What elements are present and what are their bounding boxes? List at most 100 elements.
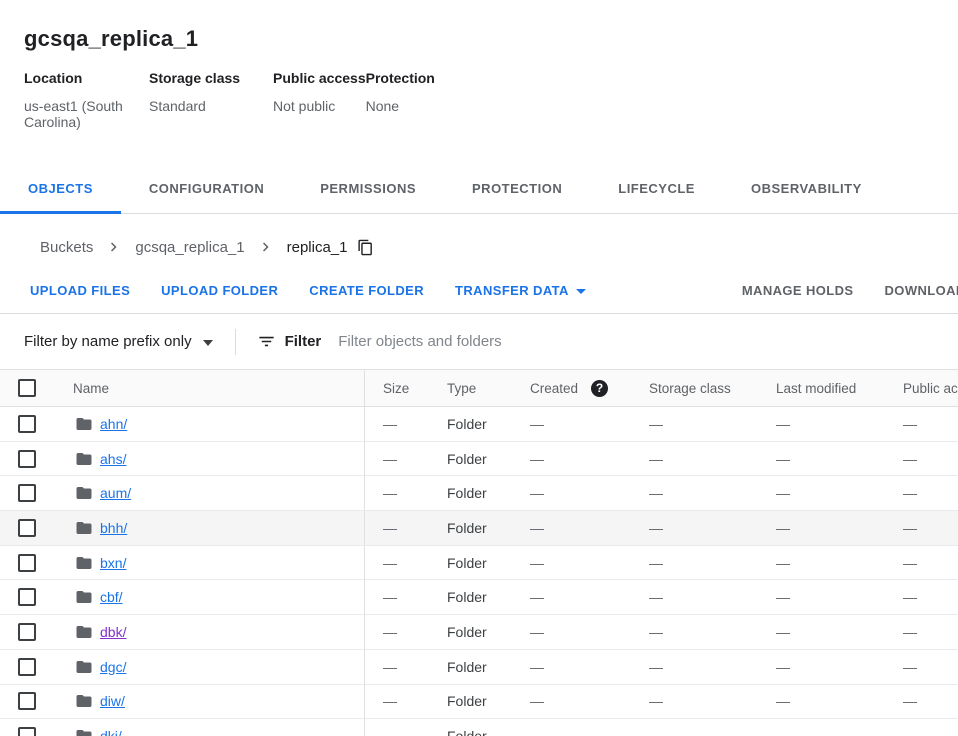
folder-link[interactable]: dbk/ [100, 623, 127, 640]
cell-storage-class: — [649, 415, 663, 432]
toolbar-button[interactable]: TRANSFER DATA [455, 283, 586, 298]
folder-link[interactable]: ahs/ [100, 450, 127, 467]
row-checkbox-cell [0, 685, 55, 719]
column-header-public-access[interactable]: Public access [903, 380, 958, 396]
row-name-cell: dki/ [55, 719, 364, 736]
row-checkbox[interactable] [18, 692, 36, 711]
breadcrumb-item: replica_1 [287, 239, 348, 256]
cell-type: Folder [447, 623, 487, 640]
row-checkbox-cell [0, 476, 55, 510]
row-checkbox[interactable] [18, 622, 36, 641]
cell-created: — [530, 693, 544, 710]
row-checkbox[interactable] [18, 727, 36, 736]
cell-created: — [530, 450, 544, 467]
folder-link[interactable]: bhh/ [100, 519, 128, 536]
toolbar-button[interactable]: CREATE FOLDER [309, 283, 424, 298]
folder-link[interactable]: ahn/ [100, 415, 128, 432]
cell-created: — [530, 415, 544, 432]
cell-type: Folder [447, 589, 487, 606]
toolbar-button-label: DOWNLOAD [884, 283, 958, 298]
row-name-cell: aum/ [55, 476, 364, 510]
row-checkbox[interactable] [18, 484, 36, 503]
tab[interactable]: CONFIGURATION [121, 166, 292, 214]
folder-icon [75, 588, 93, 606]
folder-link[interactable]: dki/ [100, 728, 122, 736]
cell-created: — [530, 658, 544, 675]
tab[interactable]: PERMISSIONS [292, 166, 444, 214]
meta-value: None [365, 98, 400, 114]
row-checkbox[interactable] [18, 518, 36, 537]
help-icon[interactable]: ? [591, 379, 609, 397]
tab[interactable]: PROTECTION [444, 166, 590, 214]
objects-toolbar: UPLOAD FILES UPLOAD FOLDER CREATE FOLDER… [0, 268, 958, 314]
cell-public-access: — [903, 719, 958, 736]
folder-link[interactable]: diw/ [100, 693, 125, 710]
breadcrumb-link[interactable]: Buckets [40, 238, 94, 256]
folder-link[interactable]: cbf/ [100, 589, 123, 606]
column-header-last-modified[interactable]: Last modified [776, 380, 857, 396]
folder-link[interactable]: aum/ [100, 485, 132, 502]
tab[interactable]: LIFECYCLE [590, 166, 723, 214]
filter-scope-dropdown[interactable]: Filter by name prefix only [24, 333, 213, 350]
select-all-checkbox[interactable] [18, 379, 36, 397]
row-checkbox[interactable] [18, 657, 36, 676]
cell-storage-class: — [649, 719, 776, 736]
column-header-created-label: Created [530, 380, 579, 396]
cell-last-modified: — [776, 519, 790, 536]
breadcrumb-link[interactable]: gcsqa_replica_1 [135, 238, 245, 256]
filter-label: Filter [284, 333, 322, 350]
folder-link[interactable]: dgc/ [100, 658, 127, 675]
toolbar-button[interactable]: DOWNLOAD [885, 283, 958, 298]
cell-storage-class: — [649, 519, 663, 536]
row-checkbox[interactable] [18, 553, 36, 572]
breadcrumb-link[interactable]: replica_1 [286, 238, 348, 256]
cell-last-modified: — [776, 450, 790, 467]
table-body: ahn/ — Folder — — — — [0, 407, 958, 736]
cell-storage-class: — [649, 450, 663, 467]
row-checkbox-cell [0, 546, 55, 580]
row-name-cell: bxn/ [55, 546, 364, 580]
chevron-right-icon [257, 238, 275, 256]
cell-last-modified: — [776, 693, 790, 710]
tab[interactable]: OBJECTS [0, 166, 121, 214]
tab-label: PROTECTION [472, 181, 563, 196]
column-header-created[interactable]: Created ? [530, 370, 649, 406]
cell-created: — [530, 589, 544, 606]
row-checkbox[interactable] [18, 588, 36, 607]
copy-icon[interactable] [357, 239, 374, 256]
row-name-cell: ahs/ [55, 442, 364, 476]
row-checkbox[interactable] [18, 414, 36, 433]
folder-icon [75, 450, 93, 468]
toolbar-button-label: MANAGE HOLDS [741, 283, 854, 298]
objects-table: Name Size Type Created ? Storage class L… [0, 369, 958, 736]
table-row: dki/ — Folder — — — — [0, 719, 958, 736]
header-checkbox-cell [0, 370, 55, 406]
column-header-name[interactable]: Name [73, 380, 110, 396]
cell-type: Folder [447, 719, 530, 736]
tab[interactable]: OBSERVABILITY [723, 166, 890, 214]
cell-public-access: — [903, 589, 917, 606]
filter-bar: Filter by name prefix only Filter [0, 314, 958, 369]
filter-icon [257, 332, 276, 351]
column-header-type[interactable]: Type [447, 380, 477, 396]
column-header-storage-class[interactable]: Storage class [649, 380, 731, 396]
cell-public-access: — [903, 519, 917, 536]
table-row: diw/ — Folder — — — — [0, 684, 958, 720]
folder-icon [75, 554, 93, 572]
cell-last-modified: — [776, 658, 790, 675]
meta-column: Protection None [366, 70, 435, 130]
toolbar-button[interactable]: UPLOAD FOLDER [161, 283, 278, 298]
bucket-header: gcsqa_replica_1 Location us-east1 (South… [0, 0, 958, 130]
toolbar-button[interactable]: MANAGE HOLDS [742, 283, 854, 298]
row-checkbox[interactable] [18, 449, 36, 468]
filter-input[interactable] [338, 333, 958, 350]
row-checkbox-cell [0, 719, 55, 736]
column-header-size[interactable]: Size [364, 370, 447, 406]
row-checkbox-cell [0, 580, 55, 614]
folder-icon [75, 519, 93, 537]
cell-type: Folder [447, 554, 487, 571]
toolbar-button[interactable]: UPLOAD FILES [30, 283, 130, 298]
cell-storage-class: — [649, 589, 663, 606]
folder-link[interactable]: bxn/ [100, 554, 127, 571]
